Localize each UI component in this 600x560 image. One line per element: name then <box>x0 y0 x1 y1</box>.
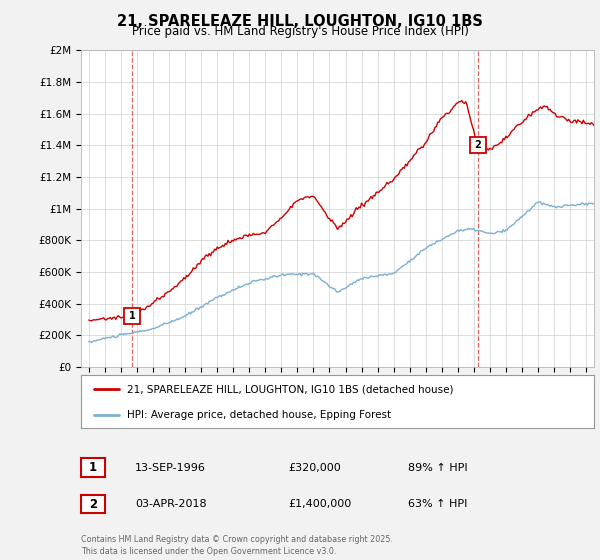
Text: 21, SPARELEAZE HILL, LOUGHTON, IG10 1BS (detached house): 21, SPARELEAZE HILL, LOUGHTON, IG10 1BS … <box>127 384 454 394</box>
Text: 13-SEP-1996: 13-SEP-1996 <box>135 463 206 473</box>
Text: 03-APR-2018: 03-APR-2018 <box>135 499 206 509</box>
Text: 63% ↑ HPI: 63% ↑ HPI <box>408 499 467 509</box>
Text: 89% ↑ HPI: 89% ↑ HPI <box>408 463 467 473</box>
Text: 2: 2 <box>475 141 481 150</box>
Text: Contains HM Land Registry data © Crown copyright and database right 2025.
This d: Contains HM Land Registry data © Crown c… <box>81 535 393 556</box>
Text: HPI: Average price, detached house, Epping Forest: HPI: Average price, detached house, Eppi… <box>127 409 391 419</box>
Text: 1: 1 <box>129 311 136 321</box>
Text: £1,400,000: £1,400,000 <box>288 499 351 509</box>
Text: £320,000: £320,000 <box>288 463 341 473</box>
Text: Price paid vs. HM Land Registry's House Price Index (HPI): Price paid vs. HM Land Registry's House … <box>131 25 469 38</box>
Text: 21, SPARELEAZE HILL, LOUGHTON, IG10 1BS: 21, SPARELEAZE HILL, LOUGHTON, IG10 1BS <box>117 14 483 29</box>
Text: 2: 2 <box>89 497 97 511</box>
Text: 1: 1 <box>89 461 97 474</box>
